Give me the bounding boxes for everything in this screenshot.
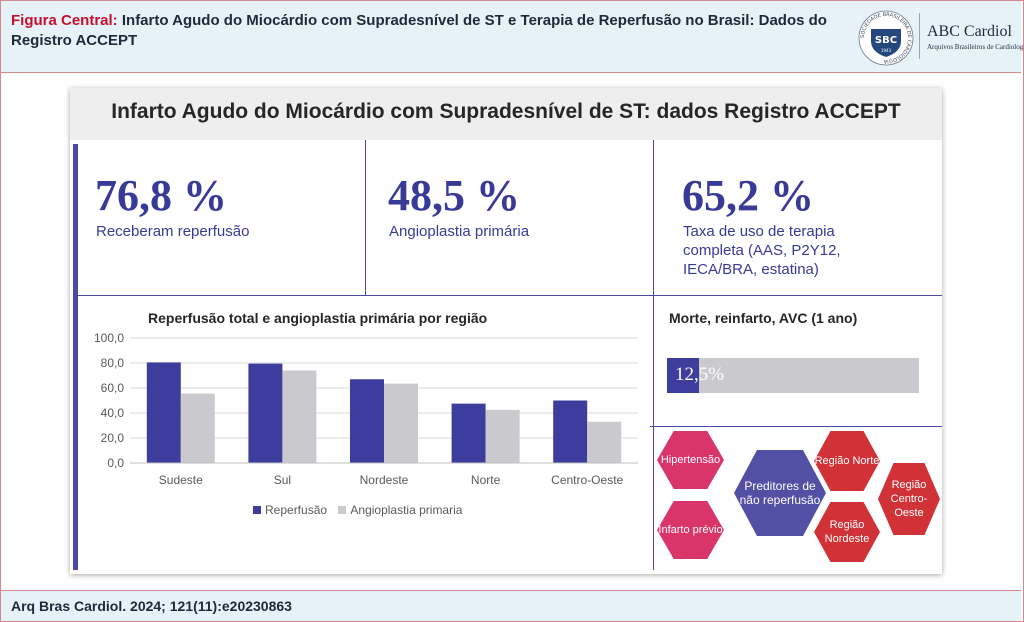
divider-horizontal xyxy=(78,295,942,296)
bar-angioplasty xyxy=(384,383,418,463)
chart-y-tick-label: 40,0 xyxy=(101,406,125,420)
sbc-logo-year: 1943 xyxy=(881,48,892,53)
stat-therapy-label: Taxa de uso de terapia completa (AAS, P2… xyxy=(683,223,841,278)
figure-heading-label: Figura Central: xyxy=(11,12,118,29)
stat-reperfusion-value: 76,8 % xyxy=(95,171,227,220)
divider-vertical-2 xyxy=(653,140,654,570)
legend-swatch-angioplasty xyxy=(338,506,347,514)
stat-therapy-value: 65,2 % xyxy=(682,171,814,220)
bar-angioplasty xyxy=(587,421,622,463)
bar-angioplasty xyxy=(485,409,520,463)
journal-subtitle: Arquivos Brasileiros de Cardiologia xyxy=(927,43,1024,51)
outcome-bar-value: 12,5% xyxy=(675,364,725,385)
predictor-prior-infarction: Infarto prévio xyxy=(657,501,724,559)
chart-x-tick-label: Sudeste xyxy=(159,473,203,487)
citation: Arq Bras Cardiol. 2024; 121(11):e2023086… xyxy=(11,598,292,614)
chart-x-tick-label: Centro-Oeste xyxy=(551,473,623,487)
stat-reperfusion-label: Receberam reperfusão xyxy=(96,223,250,240)
stat-angioplasty-label: Angioplastia primária xyxy=(389,223,530,240)
legend-item-angioplasty: Angioplastia primaria xyxy=(338,503,462,517)
outcome-title: Morte, reinfarto, AVC (1 ano) xyxy=(669,310,858,326)
chart-x-tick-label: Sul xyxy=(274,473,291,487)
outcome-bar-fill xyxy=(667,358,699,393)
predictor-region-north: Região Norte xyxy=(814,431,880,491)
figure-title-bar: Infarto Agudo do Miocárdio com Supradesn… xyxy=(70,88,942,140)
bar-reperfusion xyxy=(146,362,181,463)
bar-reperfusion xyxy=(248,363,283,463)
figure-title: Infarto Agudo do Miocárdio com Supradesn… xyxy=(111,100,901,123)
bar-reperfusion xyxy=(553,400,588,463)
predictor-hypertension: Hipertensão xyxy=(657,431,724,489)
bar-reperfusion xyxy=(451,403,486,463)
divider-vertical-1 xyxy=(365,140,366,295)
chart-x-tick-label: Norte xyxy=(471,473,501,487)
bar-angioplasty xyxy=(282,370,317,463)
bar-angioplasty xyxy=(180,393,215,463)
bar-chart: 0,0 20,0 40,0 60,0 80,0 100,0 Sudeste Sul Nordes… xyxy=(94,331,638,487)
sbc-logo-text: SBC xyxy=(875,35,897,46)
chart-y-tick-label: 100,0 xyxy=(94,331,124,345)
divider-right xyxy=(650,426,942,427)
sbc-logo-icon: SOCIEDADE BRASILEIRA DE CARDIOLOGIA SBC … xyxy=(858,10,914,66)
outcome-bar: 12,5% xyxy=(667,358,919,393)
chart-title: Reperfusão total e angioplastia primária… xyxy=(148,310,488,326)
predictors-center: Preditores de não reperfusão xyxy=(734,450,826,536)
chart-y-tick-label: 20,0 xyxy=(101,431,125,445)
bar-reperfusion xyxy=(350,379,384,463)
header-bar: Figura Central: Infarto Agudo do Miocárd… xyxy=(1,1,1024,73)
legend-label-angioplasty: Angioplastia primaria xyxy=(350,503,463,517)
accent-bar xyxy=(73,144,78,570)
legend-swatch-reperfusion xyxy=(253,506,261,514)
predictor-region-midwest: Região Centro-Oeste xyxy=(878,463,940,535)
footer-bar: Arq Bras Cardiol. 2024; 121(11):e2023086… xyxy=(1,590,1021,621)
legend-label-reperfusion: Reperfusão xyxy=(265,503,328,517)
chart-y-tick-label: 60,0 xyxy=(101,381,125,395)
logo-divider xyxy=(919,13,920,59)
chart-y-tick-label: 0,0 xyxy=(107,456,124,470)
chart-y-tick-label: 80,0 xyxy=(101,356,125,370)
figure-heading-title: Infarto Agudo do Miocárdio com Supradesn… xyxy=(11,12,827,49)
chart-legend: Reperfusão Angioplastia primaria xyxy=(253,503,470,517)
figure-heading: Figura Central: Infarto Agudo do Miocárd… xyxy=(11,11,831,51)
journal-name: ABC Cardiol xyxy=(927,23,1012,40)
stat-angioplasty-value: 48,5 % xyxy=(388,171,520,220)
legend-item-reperfusion: Reperfusão xyxy=(253,503,327,517)
chart-x-tick-label: Nordeste xyxy=(360,473,409,487)
predictor-region-northeast: Região Nordeste xyxy=(814,502,880,562)
central-figure: Infarto Agudo do Miocárdio com Supradesn… xyxy=(70,88,942,574)
